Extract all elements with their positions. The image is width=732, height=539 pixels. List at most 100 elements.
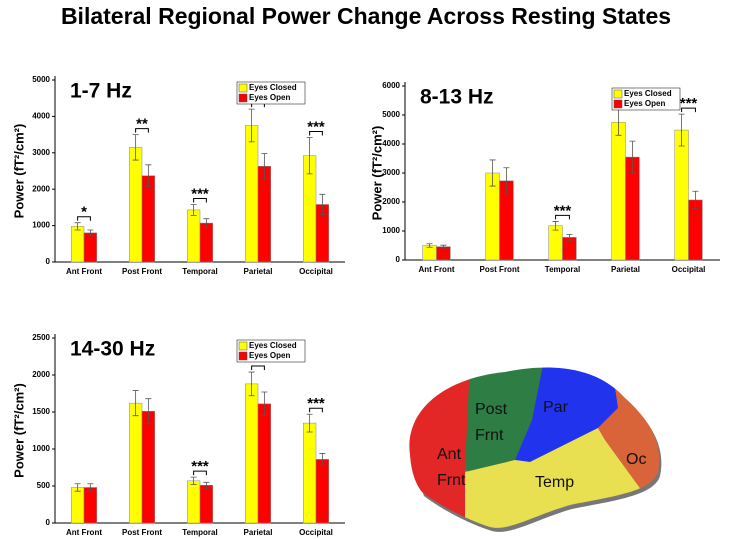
y-tick-label: 1000 xyxy=(382,226,400,235)
bar xyxy=(186,209,201,263)
y-axis-label: Power (fT²/cm²) xyxy=(11,124,26,219)
x-tick-label: Parietal xyxy=(244,267,273,276)
legend-swatch xyxy=(238,351,248,361)
legend-box xyxy=(236,339,306,363)
y-tick-label: 5000 xyxy=(32,75,50,84)
x-tick-label: Ant Front xyxy=(66,267,102,276)
significance-bracket xyxy=(77,216,91,221)
error-bar xyxy=(503,167,510,195)
region-post-frnt xyxy=(465,367,545,472)
significance-label: *** xyxy=(307,118,325,135)
error-bar xyxy=(566,234,573,241)
error-bar xyxy=(319,453,326,466)
error-bar xyxy=(190,204,197,216)
error-bar xyxy=(132,134,139,161)
x-tick-label: Temporal xyxy=(182,267,217,276)
legend-box xyxy=(611,87,681,111)
significance-label: ** xyxy=(136,116,148,133)
error-bar xyxy=(203,481,210,489)
error-bar xyxy=(678,113,685,147)
y-tick-label: 2500 xyxy=(32,333,50,342)
significance-label: *** xyxy=(680,95,698,112)
bar xyxy=(70,487,85,524)
bar xyxy=(562,237,577,261)
significance-label: *** xyxy=(554,202,572,219)
legend-label: Eyes Closed xyxy=(249,83,297,92)
bar xyxy=(141,175,156,263)
bar xyxy=(611,122,626,261)
y-tick-label: 1000 xyxy=(32,221,50,230)
error-bar xyxy=(132,390,139,417)
legend-swatch xyxy=(238,93,248,103)
y-tick-label: 4000 xyxy=(382,139,400,148)
chart: 0 500 1000 1500 2000 2500 Power (fT²/cm²) 14-30… xyxy=(11,333,345,537)
region-label: Post xyxy=(475,401,508,418)
y-tick-label: 2000 xyxy=(32,184,50,193)
x-tick-label: Occipital xyxy=(299,267,333,276)
bar xyxy=(257,403,272,524)
legend-swatch xyxy=(238,83,248,93)
error-bar xyxy=(440,244,447,249)
significance-bracket xyxy=(681,107,696,113)
error-bar xyxy=(248,108,255,143)
error-bar xyxy=(552,221,559,231)
bar xyxy=(141,411,156,524)
region-oc xyxy=(598,367,660,520)
bar xyxy=(257,166,272,263)
y-tick-label: 1000 xyxy=(32,444,50,453)
bar xyxy=(199,222,214,263)
error-bar xyxy=(629,140,636,174)
legend-label: Eyes Closed xyxy=(624,89,672,98)
y-tick-label: 4000 xyxy=(32,112,50,121)
error-bar xyxy=(306,137,313,175)
significance-bracket xyxy=(135,128,149,133)
error-bar xyxy=(87,229,94,237)
significance-bracket xyxy=(251,365,265,371)
region-label: Frnt xyxy=(475,427,504,444)
error-bar xyxy=(692,190,699,210)
bar xyxy=(436,246,451,261)
error-bar xyxy=(87,483,94,492)
region-label: Frnt xyxy=(437,472,466,489)
y-tick-label: 0 xyxy=(396,255,401,264)
region-label: Temp xyxy=(535,474,574,491)
error-bar xyxy=(203,218,210,228)
significance-bracket xyxy=(193,197,207,203)
y-tick-label: 2000 xyxy=(382,197,400,206)
bar xyxy=(83,232,98,263)
x-tick-label: Parietal xyxy=(611,265,640,274)
bar xyxy=(128,147,143,263)
y-tick-label: 1500 xyxy=(32,407,50,416)
legend-swatch xyxy=(613,89,623,99)
y-axis-label: Power (fT²/cm²) xyxy=(369,126,384,221)
y-tick-label: 5000 xyxy=(382,110,400,119)
error-bar xyxy=(145,164,152,188)
bar xyxy=(128,402,143,524)
significance-bracket xyxy=(193,470,207,476)
x-tick-label: Post Front xyxy=(122,528,162,537)
y-axis-label: Power (fT²/cm²) xyxy=(11,383,26,478)
significance-label: * xyxy=(81,204,87,221)
error-bar xyxy=(261,391,268,417)
significance-bracket xyxy=(309,131,323,136)
y-tick-label: 3000 xyxy=(32,148,50,157)
bar xyxy=(674,129,689,261)
error-bar xyxy=(489,159,496,187)
significance-label: *** xyxy=(191,185,209,202)
chart-title: 1-7 Hz xyxy=(70,80,132,103)
y-tick-label: 500 xyxy=(37,481,51,490)
figure-title: Bilateral Regional Power Change Across R… xyxy=(61,3,671,29)
y-tick-label: 2000 xyxy=(32,370,50,379)
error-bar xyxy=(426,243,433,248)
bar xyxy=(548,225,563,261)
bar xyxy=(70,226,85,263)
x-tick-label: Post Front xyxy=(480,265,520,274)
chart-title: 8-13 Hz xyxy=(420,86,494,109)
error-bar xyxy=(248,371,255,397)
legend-box xyxy=(236,81,306,105)
region-par xyxy=(515,367,618,462)
error-bar xyxy=(261,153,268,180)
error-bar xyxy=(190,476,197,485)
error-bar xyxy=(319,193,326,216)
significance-label: *** xyxy=(191,458,209,475)
